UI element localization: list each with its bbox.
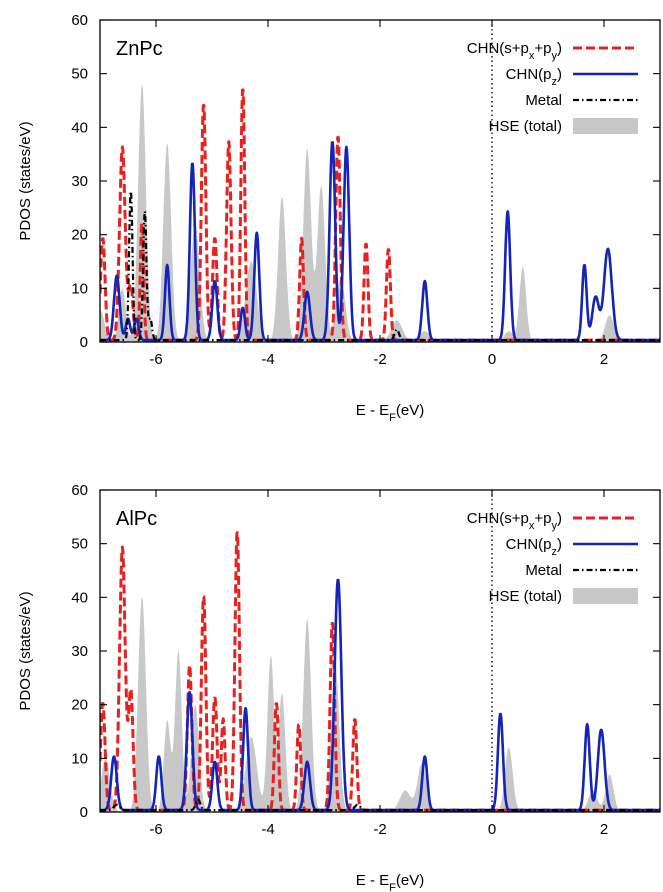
y-tick-label: 0	[80, 804, 88, 821]
y-tick-label: 10	[71, 750, 88, 767]
x-tick-label: -2	[373, 351, 386, 368]
plot-frame	[99, 19, 661, 343]
legend-label-pz: CHN(pz)	[506, 536, 562, 558]
series-sp-line	[100, 531, 660, 812]
x-axis-label-part: F	[389, 882, 396, 892]
x-tick-label: -4	[261, 351, 274, 368]
legend-swatch-hse	[573, 588, 638, 604]
x-tick-label: 2	[600, 821, 608, 838]
series-pz-line	[100, 141, 660, 342]
x-tick-label: -2	[373, 821, 386, 838]
x-tick-label: -6	[149, 821, 162, 838]
y-tick-label: 50	[71, 66, 88, 83]
y-tick-label: 30	[71, 173, 88, 190]
y-tick-label: 60	[71, 12, 88, 29]
legend-label-hse: HSE (total)	[489, 118, 562, 135]
y-tick-label: 30	[71, 643, 88, 660]
legend: CHN(s+px+py) CHN(pz) Metal HSE (total)	[467, 510, 638, 605]
legend-label-pz: CHN(pz)	[506, 66, 562, 88]
x-tick-label: -6	[149, 351, 162, 368]
panel-label: ZnPc	[116, 38, 163, 60]
x-tick-label: -4	[261, 821, 274, 838]
x-axis-label: E - EF(eV)	[356, 872, 424, 892]
x-axis-label-part: (eV)	[396, 402, 424, 419]
x-tick-label: 0	[488, 821, 496, 838]
y-tick-label: 10	[71, 280, 88, 297]
y-tick-label: 40	[71, 119, 88, 136]
legend-label-sp: CHN(s+px+py)	[467, 510, 562, 532]
plot-area	[100, 20, 660, 342]
x-axis-label-part: E - E	[356, 402, 389, 419]
legend-label-sp: CHN(s+px+py)	[467, 40, 562, 62]
series-pz-line	[100, 578, 660, 812]
legend: CHN(s+px+py) CHN(pz) Metal HSE (total)	[467, 40, 638, 135]
panel-label: AlPc	[116, 508, 157, 530]
plot-frame	[99, 489, 661, 813]
y-axis-label: PDOS (states/eV)	[17, 121, 34, 240]
legend-label-hse: HSE (total)	[489, 588, 562, 605]
legend-swatch-hse	[573, 118, 638, 134]
x-axis-label: E - EF(eV)	[356, 402, 424, 424]
x-tick-label: 0	[488, 351, 496, 368]
series-metal-line	[100, 190, 660, 342]
y-tick-label: 20	[71, 227, 88, 244]
y-axis-label: PDOS (states/eV)	[17, 591, 34, 710]
y-tick-label: 20	[71, 697, 88, 714]
x-axis-label-part: E - E	[356, 872, 389, 889]
x-axis-label-part: F	[389, 412, 396, 424]
legend-label-metal: Metal	[525, 92, 562, 109]
y-tick-label: 0	[80, 334, 88, 351]
y-tick-label: 40	[71, 589, 88, 606]
y-tick-label: 60	[71, 482, 88, 499]
x-tick-label: 2	[600, 351, 608, 368]
y-tick-label: 50	[71, 536, 88, 553]
legend-label-metal: Metal	[525, 562, 562, 579]
x-axis-label-part: (eV)	[396, 872, 424, 889]
plot-area	[100, 490, 660, 812]
